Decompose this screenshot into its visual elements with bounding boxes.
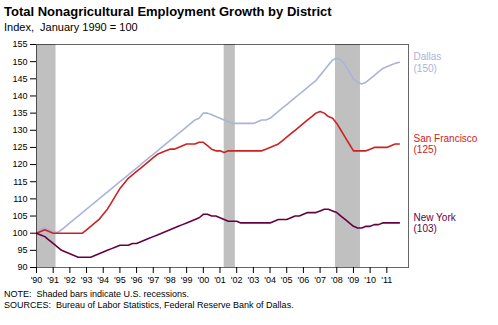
- svg-text:'90: '90: [31, 275, 43, 285]
- svg-text:95: 95: [17, 245, 27, 255]
- svg-text:'94: '94: [97, 275, 109, 285]
- svg-text:'02: '02: [231, 275, 243, 285]
- html-text:Index, January 1990 = 100: Index, January 1990 = 100: [4, 21, 138, 33]
- svg-text:'03: '03: [247, 275, 259, 285]
- html-text:Total Nonagricultural Employme: Total Nonagricultural Employment Growth …: [4, 4, 332, 19]
- svg-text:90: 90: [17, 262, 27, 272]
- svg-text:'96: '96: [131, 275, 143, 285]
- svg-text:105: 105: [12, 211, 27, 221]
- svg-text:'98: '98: [164, 275, 176, 285]
- html-text:NOTE: Shaded bars indicate U.S: NOTE: Shaded bars indicate U.S. recessio…: [4, 289, 294, 310]
- svg-text:New York(103): New York(103): [414, 212, 457, 235]
- svg-text:Dallas(150): Dallas(150): [414, 51, 442, 74]
- svg-text:130: 130: [12, 125, 27, 135]
- svg-text:'00: '00: [197, 275, 209, 285]
- svg-text:'93: '93: [81, 275, 93, 285]
- svg-text:'97: '97: [147, 275, 159, 285]
- svg-text:115: 115: [13, 177, 27, 187]
- svg-text:100: 100: [12, 228, 27, 238]
- svg-text:'01: '01: [214, 275, 226, 285]
- svg-text:150: 150: [12, 57, 27, 67]
- svg-text:110: 110: [13, 194, 27, 204]
- svg-text:'08: '08: [331, 275, 343, 285]
- svg-text:'06: '06: [298, 275, 310, 285]
- svg-text:San Francisco(125): San Francisco(125): [414, 133, 478, 156]
- svg-text:'05: '05: [281, 275, 293, 285]
- svg-text:'95: '95: [114, 275, 126, 285]
- svg-text:'09: '09: [348, 275, 360, 285]
- svg-text:135: 135: [12, 108, 27, 118]
- svg-text:145: 145: [12, 74, 27, 84]
- svg-text:'11: '11: [381, 275, 392, 285]
- svg-text:'07: '07: [314, 275, 326, 285]
- svg-text:155: 155: [12, 39, 27, 49]
- svg-text:'04: '04: [264, 275, 276, 285]
- svg-text:140: 140: [12, 91, 27, 101]
- svg-text:'92: '92: [64, 275, 76, 285]
- svg-text:125: 125: [12, 142, 27, 152]
- svg-text:'10: '10: [364, 275, 376, 285]
- svg-text:'99: '99: [181, 275, 193, 285]
- svg-text:120: 120: [12, 159, 27, 169]
- svg-text:'91: '91: [47, 275, 59, 285]
